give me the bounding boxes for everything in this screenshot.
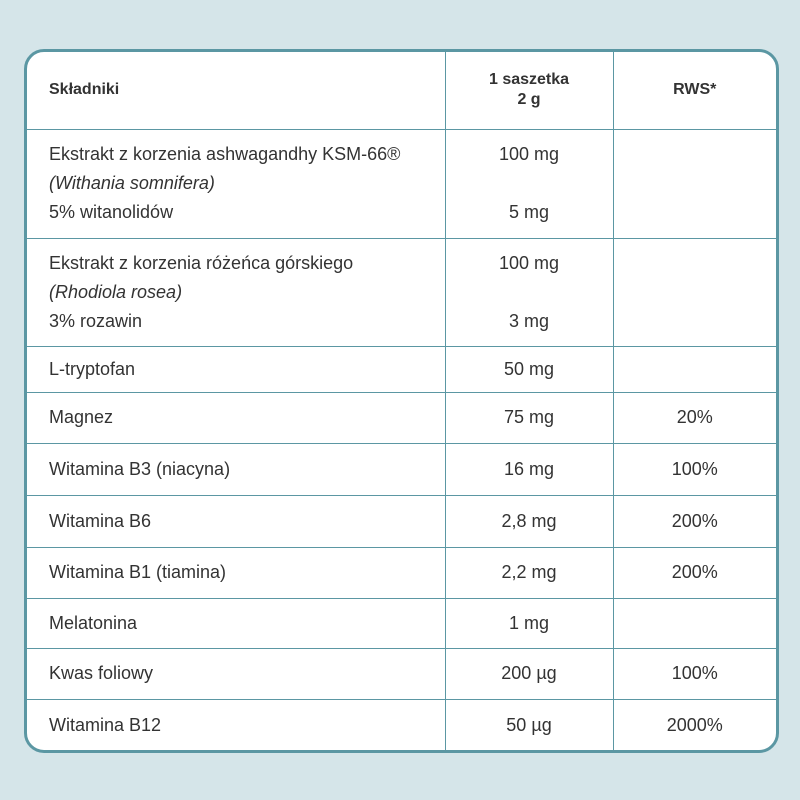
rws-cell: 200% xyxy=(612,495,776,548)
amount-cell: 200 µg xyxy=(444,648,613,700)
spacer xyxy=(446,169,613,198)
amount-cell: 100 mg 5 mg xyxy=(444,129,613,239)
ingredient-name: Melatonina xyxy=(49,612,138,633)
amount-cell: 50 µg xyxy=(444,699,613,750)
rws: 200% xyxy=(671,562,718,582)
ingredient-name: L-tryptofan xyxy=(49,358,136,379)
table-row: L-tryptofan 50 mg xyxy=(27,346,776,393)
ingredient-name: Ekstrakt z korzenia ashwagandhy KSM-66® xyxy=(49,144,401,164)
sub-amount: 3 mg xyxy=(508,310,550,331)
ingredient-cell: Witamina B1 (tiamina) xyxy=(27,547,445,599)
rws-cell xyxy=(612,238,776,347)
ingredient-cell: Ekstrakt z korzenia ashwagandhy KSM-66® (… xyxy=(27,129,445,239)
ingredient-cell: Witamina B12 xyxy=(27,699,445,750)
ingredient-name: Witamina B6 xyxy=(49,510,152,531)
ingredient-cell: Ekstrakt z korzenia różeńca górskiego (Rh… xyxy=(27,238,445,347)
amount: 50 mg xyxy=(503,358,555,379)
amount: 200 µg xyxy=(501,663,557,683)
rws-cell xyxy=(612,598,776,649)
spacer xyxy=(446,278,613,307)
header-line: 1 saszetka xyxy=(488,71,570,89)
amount: 100 mg xyxy=(498,252,560,273)
ingredient-name: Witamina B1 (tiamina) xyxy=(49,562,227,582)
amount: 2,2 mg xyxy=(501,562,557,582)
ingredient-name: Witamina B3 (niacyna) xyxy=(49,458,231,479)
sub-ingredient: 3% rozawin xyxy=(49,310,143,331)
header-row: Składniki 1 saszetka 2 g RWS* xyxy=(27,52,776,130)
amount: 100 mg xyxy=(498,144,560,164)
table-row: Magnez 75 mg 20% xyxy=(27,392,776,444)
amount-cell: 75 mg xyxy=(444,392,613,444)
table-row: Kwas foliowy 200 µg 100% xyxy=(27,648,776,700)
amount-cell: 2,8 mg xyxy=(444,495,613,548)
amount-cell: 1 mg xyxy=(444,598,613,649)
sub-ingredient: 5% witanolidów xyxy=(49,202,174,222)
table-row: Witamina B1 (tiamina) 2,2 mg 200% xyxy=(27,547,776,599)
ingredient-name: Magnez xyxy=(49,407,114,427)
header-cell: 1 saszetka 2 g xyxy=(444,52,613,130)
header-line: 2 g xyxy=(517,91,541,109)
table-body: Ekstrakt z korzenia ashwagandhy KSM-66® (… xyxy=(27,129,776,750)
rws-cell xyxy=(612,346,776,393)
latin-name: (Withania somnifera) xyxy=(49,173,215,193)
amount: 75 mg xyxy=(503,407,555,427)
ingredient-cell: Magnez xyxy=(27,392,445,444)
ingredient-name: Kwas foliowy xyxy=(49,663,154,683)
table-row: Ekstrakt z korzenia ashwagandhy KSM-66® (… xyxy=(27,129,776,239)
rws: 200% xyxy=(671,510,718,531)
table-row: Witamina B3 (niacyna) 16 mg 100% xyxy=(27,443,776,496)
amount: 1 mg xyxy=(508,612,550,633)
rws-cell xyxy=(612,129,776,239)
rws: 20% xyxy=(676,407,713,427)
table-row: Ekstrakt z korzenia różeńca górskiego (Rh… xyxy=(27,238,776,347)
rws-cell: 2000% xyxy=(612,699,776,750)
ingredient-name: Ekstrakt z korzenia różeńca górskiego xyxy=(49,252,354,273)
ingredient-cell: Melatonina xyxy=(27,598,445,649)
amount-cell: 16 mg xyxy=(444,443,613,496)
nutrition-table: Składniki 1 saszetka 2 g RWS* Ekstrakt z… xyxy=(27,52,776,750)
amount: 50 µg xyxy=(506,715,552,736)
table-row: Melatonina 1 mg xyxy=(27,598,776,649)
ingredient-cell: Witamina B3 (niacyna) xyxy=(27,443,445,496)
header-cell: RWS* xyxy=(612,52,776,130)
rws: 100% xyxy=(671,458,718,479)
rws-cell: 200% xyxy=(612,547,776,599)
table-frame: Składniki 1 saszetka 2 g RWS* Ekstrakt z… xyxy=(24,49,779,753)
ingredient-cell: Kwas foliowy xyxy=(27,648,445,700)
amount-cell: 2,2 mg xyxy=(444,547,613,599)
rws: 2000% xyxy=(666,715,723,736)
rws: 100% xyxy=(671,663,718,683)
amount-cell: 100 mg 3 mg xyxy=(444,238,613,347)
amount: 2,8 mg xyxy=(501,510,557,531)
ingredient-name: Witamina B12 xyxy=(49,715,162,736)
amount: 16 mg xyxy=(503,458,555,479)
amount-cell: 50 mg xyxy=(444,346,613,393)
table-row: Witamina B6 2,8 mg 200% xyxy=(27,495,776,548)
rws-cell: 100% xyxy=(612,648,776,700)
ingredient-cell: Witamina B6 xyxy=(27,495,445,548)
sub-amount: 5 mg xyxy=(508,202,550,222)
ingredient-cell: L-tryptofan xyxy=(27,346,445,393)
latin-name: (Rhodiola rosea) xyxy=(49,281,183,302)
header-cell: Składniki xyxy=(27,52,445,130)
rws-cell: 100% xyxy=(612,443,776,496)
table-row: Witamina B12 50 µg 2000% xyxy=(27,699,776,750)
rws-cell: 20% xyxy=(612,392,776,444)
